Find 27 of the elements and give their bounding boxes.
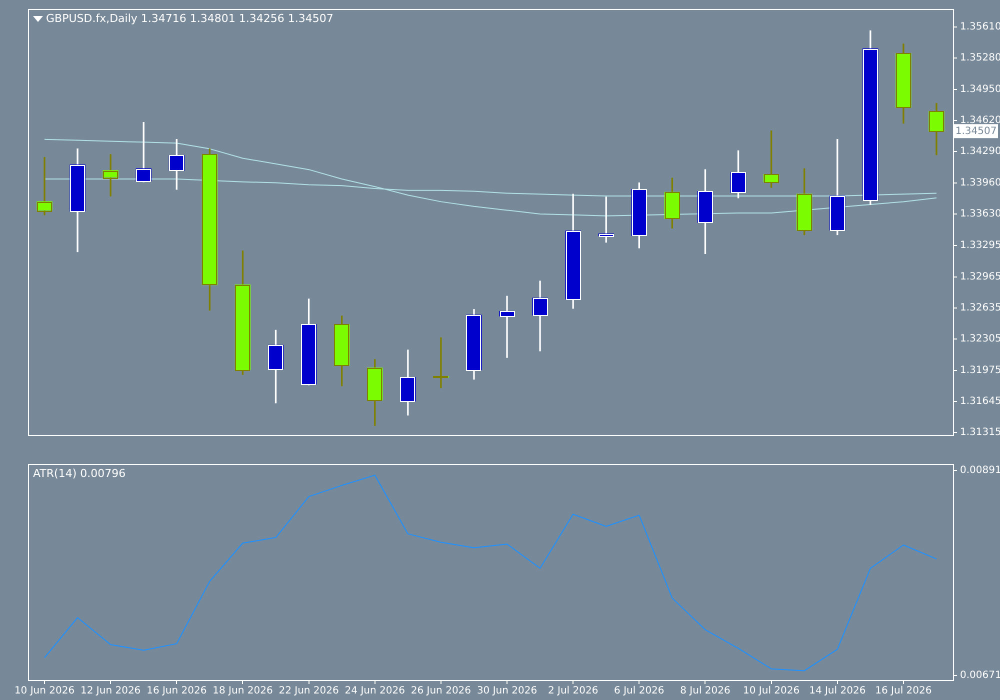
candlestick	[433, 337, 449, 388]
chart-title: ATR(14) 0.00796	[33, 467, 126, 480]
y-tick-label: 1.32635	[960, 302, 1000, 314]
x-tick-label: 2 Jul 2026	[548, 686, 598, 697]
y-tick-label: 1.32305	[960, 334, 1000, 345]
x-tick-label: 10 Jul 2026	[743, 686, 800, 697]
chart-title: GBPUSD.fx,Daily 1.34716 1.34801 1.34256 1.34507	[46, 12, 334, 25]
x-tick-label: 16 Jul 2026	[875, 686, 932, 697]
x-tick-label: 30 Jun 2026	[476, 686, 538, 697]
x-tick-label: 16 Jun 2026	[146, 686, 207, 697]
x-tick-label: 6 Jul 2026	[614, 686, 664, 697]
x-tick-label: 18 Jun 2026	[212, 686, 273, 697]
y-tick-label: 0.00891	[960, 465, 1000, 476]
x-tick-label: 14 Jul 2026	[809, 686, 866, 697]
y-tick-label: 1.31645	[960, 396, 1000, 408]
x-tick-label: 26 Jun 2026	[410, 686, 472, 697]
x-tick-label: 24 Jun 2026	[344, 686, 405, 697]
y-tick-label: 0.00671	[960, 670, 1000, 681]
y-tick-label: 1.32965	[960, 271, 1000, 282]
x-tick-label: 12 Jun 2026	[80, 686, 141, 697]
x-tick-label: 10 Jun 2026	[14, 686, 75, 697]
annotation: 1.34507	[955, 126, 997, 138]
y-tick-label: 1.31975	[960, 364, 1000, 376]
x-tick-label: 22 Jun 2026	[278, 686, 339, 697]
x-tick-label: 8 Jul 2026	[680, 686, 730, 697]
y-tick-label: 1.31315	[960, 427, 1000, 438]
y-tick-label: 1.33295	[960, 240, 1000, 252]
